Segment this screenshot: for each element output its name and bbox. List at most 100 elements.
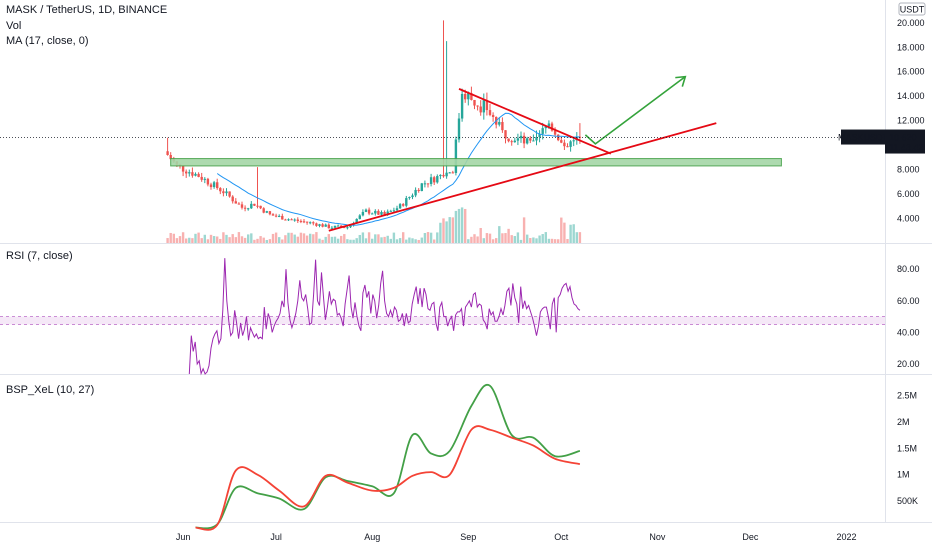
volume-bar xyxy=(361,232,365,243)
candle-body xyxy=(197,173,200,177)
candle-body xyxy=(234,201,237,204)
candle-body xyxy=(374,210,377,214)
candle-body xyxy=(188,172,191,174)
support-zone xyxy=(170,158,782,167)
candle-body xyxy=(560,140,563,143)
price-tag xyxy=(885,129,925,154)
x-tick: Oct xyxy=(554,532,569,542)
volume-bar xyxy=(566,239,569,243)
x-tick: 2022 xyxy=(836,532,856,542)
volume-bar xyxy=(538,235,541,243)
volume-bar xyxy=(212,236,216,243)
candle-body xyxy=(451,172,454,174)
volume-bar xyxy=(507,228,510,243)
volume-bar xyxy=(296,236,299,243)
volume-bar xyxy=(454,210,458,243)
price-tick: 12.000 xyxy=(897,116,925,126)
candle-body xyxy=(448,172,451,174)
price-tick: 4.000 xyxy=(897,214,920,224)
candle-body xyxy=(281,215,284,220)
volume-bar xyxy=(281,239,284,243)
candle-body xyxy=(330,227,334,229)
candle-body xyxy=(268,211,272,215)
volume-bar xyxy=(333,236,337,243)
x-tick: Jun xyxy=(176,532,191,542)
volume-bar xyxy=(541,234,544,243)
volume-bar xyxy=(178,236,182,243)
volume-bar xyxy=(395,239,399,243)
candle-body xyxy=(237,203,241,205)
candle-body xyxy=(535,136,538,141)
candle-body xyxy=(501,121,504,131)
bsp-red-line xyxy=(195,425,581,531)
volume-bar xyxy=(175,238,179,243)
trendline-descending xyxy=(458,88,612,155)
volume-bar xyxy=(250,233,253,243)
bsp-tick: 1M xyxy=(897,470,910,480)
candle-body xyxy=(287,219,290,221)
candle-body xyxy=(240,204,244,208)
candle-body xyxy=(395,208,399,211)
price-tag-value: 10.620 xyxy=(889,133,917,143)
projection-arrow xyxy=(584,75,686,145)
volume-bar xyxy=(194,233,197,243)
volume-bar xyxy=(188,237,191,243)
volume-bar xyxy=(265,239,268,243)
candle-body xyxy=(181,165,185,172)
volume-label: Vol xyxy=(6,20,21,32)
x-tick: Jul xyxy=(270,532,282,542)
price-axis xyxy=(885,0,932,550)
volume-bar xyxy=(166,238,169,243)
candle-body xyxy=(191,172,194,176)
volume-bar xyxy=(185,238,188,243)
candle-body xyxy=(426,183,430,185)
volume-bar xyxy=(553,239,557,243)
volume-bar xyxy=(504,233,507,243)
volume-bar xyxy=(209,234,213,243)
volume-bar xyxy=(414,239,417,243)
x-tick: Aug xyxy=(364,532,380,542)
candle-body xyxy=(476,105,479,107)
candle-body xyxy=(550,123,554,131)
volume-bar xyxy=(476,236,479,243)
volume-bar xyxy=(482,238,485,243)
volume-bar xyxy=(364,238,368,243)
volume-bar xyxy=(352,239,355,243)
currency-badge xyxy=(898,2,926,16)
rsi-tick: 80.00 xyxy=(897,264,920,274)
candle-body xyxy=(250,203,253,209)
volume-bar xyxy=(222,232,225,243)
volume-bar xyxy=(479,227,482,243)
volume-bar xyxy=(253,239,256,243)
candle-body xyxy=(507,138,510,142)
bsp-tick: 500K xyxy=(897,496,918,506)
volume-bar xyxy=(485,233,489,243)
ma-line xyxy=(216,112,580,226)
volume-bar xyxy=(433,239,436,243)
volume-bar xyxy=(411,238,414,243)
rsi-title: RSI (7, close) xyxy=(6,250,73,262)
volume-bar xyxy=(526,234,529,243)
volume-bar xyxy=(578,232,582,243)
candle-body xyxy=(420,183,423,192)
candle-body xyxy=(166,151,169,156)
volume-bar xyxy=(302,233,306,243)
candle-body xyxy=(423,183,427,185)
volume-bar xyxy=(243,237,247,243)
volume-bar xyxy=(181,232,185,243)
volume-bar xyxy=(290,232,293,243)
candle-body xyxy=(402,204,405,206)
candle-body xyxy=(361,211,365,216)
volume-bar xyxy=(234,237,237,243)
volume-bar xyxy=(355,238,358,243)
volume-bar xyxy=(228,237,231,243)
price-tag-countdown: 11:43:42 xyxy=(889,143,923,153)
volume-bar xyxy=(557,239,560,243)
candle-body xyxy=(262,208,265,213)
volume-bar xyxy=(572,224,575,243)
volume-bar xyxy=(240,236,244,243)
candle-body xyxy=(532,140,535,142)
bsp-tick: 2M xyxy=(897,417,910,427)
candle-body xyxy=(436,176,439,183)
